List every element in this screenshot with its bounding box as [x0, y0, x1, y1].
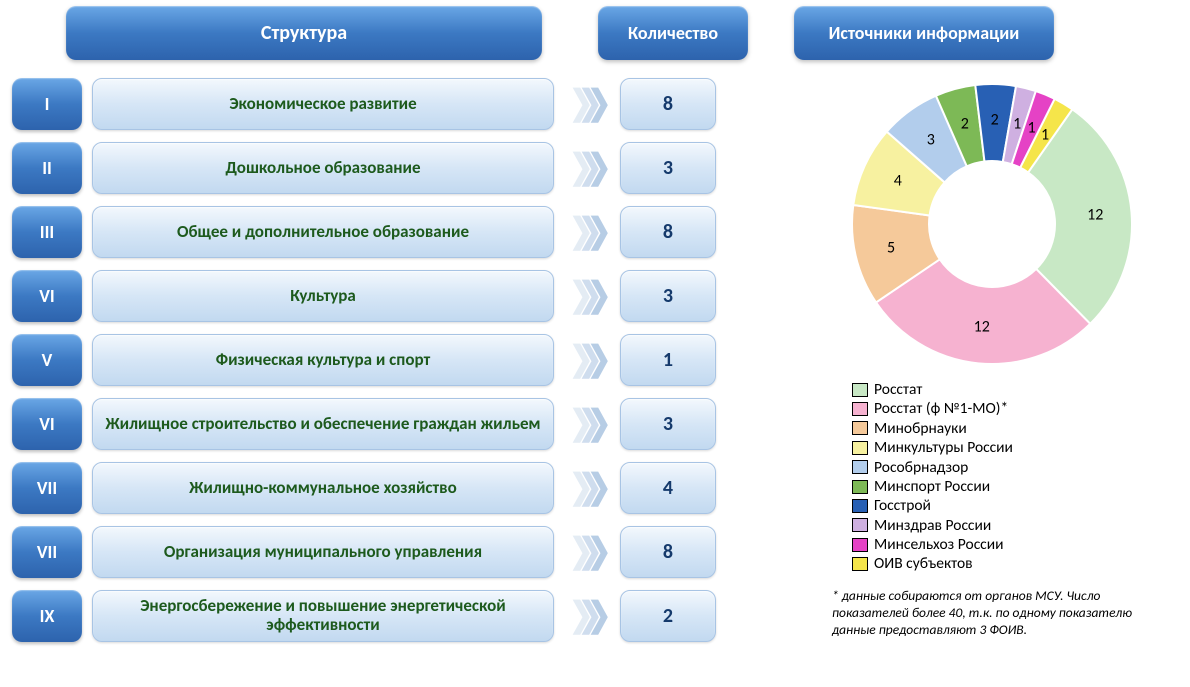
- legend-item: Минсельхоз России: [852, 535, 1013, 554]
- legend-swatch: [852, 402, 868, 416]
- structure-label: Экономическое развитие: [92, 78, 554, 130]
- header-structure: Структура: [66, 6, 542, 60]
- roman-numeral: IX: [12, 590, 82, 642]
- count-value: 3: [620, 270, 716, 322]
- legend-item: Минздрав России: [852, 516, 1013, 535]
- structure-rows: IЭкономическое развитие❯❯❯8IIДошкольное …: [12, 78, 782, 642]
- count-value: 2: [620, 590, 716, 642]
- structure-row: VФизическая культура и спорт❯❯❯1: [12, 334, 782, 386]
- roman-numeral: VI: [12, 270, 82, 322]
- roman-numeral: III: [12, 206, 82, 258]
- header-count: Количество: [598, 6, 748, 60]
- legend-item: Минспорт России: [852, 477, 1013, 496]
- legend-item: Рособрнадзор: [852, 458, 1013, 477]
- count-value: 8: [620, 526, 716, 578]
- structure-row: VIКультура❯❯❯3: [12, 270, 782, 322]
- count-value: 8: [620, 78, 716, 130]
- chevron-arrow-icon: ❯❯❯: [564, 142, 610, 194]
- structure-row: VIIОрганизация муниципального управления…: [12, 526, 782, 578]
- count-value: 3: [620, 398, 716, 450]
- structure-label: Культура: [92, 270, 554, 322]
- donut-slice-label: 1: [1027, 119, 1035, 138]
- header-sources: Источники информации: [794, 6, 1054, 60]
- structure-label: Жилищно-коммунальное хозяйство: [92, 462, 554, 514]
- legend-label: Минсельхоз России: [874, 535, 1003, 554]
- count-value: 4: [620, 462, 716, 514]
- footnote: * данные собираются от органов МСУ. Числ…: [832, 588, 1152, 639]
- legend-swatch: [852, 538, 868, 552]
- structure-row: IXЭнергосбережение и повышение энергетич…: [12, 590, 782, 642]
- count-value: 8: [620, 206, 716, 258]
- legend-swatch: [852, 480, 868, 494]
- legend-label: Рособрнадзор: [874, 458, 968, 477]
- chevron-arrow-icon: ❯❯❯: [564, 334, 610, 386]
- legend-item: Росстат: [852, 380, 1013, 399]
- legend-swatch: [852, 557, 868, 571]
- sources-donut-chart: 121254322111: [852, 84, 1132, 364]
- roman-numeral: VI: [12, 398, 82, 450]
- structure-label: Жилищное строительство и обеспечение гра…: [92, 398, 554, 450]
- legend-label: ОИВ субъектов: [874, 554, 973, 573]
- count-value: 1: [620, 334, 716, 386]
- donut-slice-label: 1: [1041, 126, 1049, 145]
- legend-label: Минобрнауки: [874, 419, 967, 438]
- legend-item: Минкультуры России: [852, 438, 1013, 457]
- legend-swatch: [852, 383, 868, 397]
- legend-swatch: [852, 499, 868, 513]
- count-value: 3: [620, 142, 716, 194]
- donut-slice-label: 1: [1013, 114, 1021, 133]
- legend-label: Росстат (ф №1-МО)*: [874, 399, 1008, 418]
- chevron-arrow-icon: ❯❯❯: [564, 270, 610, 322]
- structure-label: Физическая культура и спорт: [92, 334, 554, 386]
- sources-legend: РосстатРосстат (ф №1-МО)*МинобрнаукиМинк…: [852, 380, 1013, 574]
- roman-numeral: II: [12, 142, 82, 194]
- legend-item: Госстрой: [852, 496, 1013, 515]
- roman-numeral: VII: [12, 526, 82, 578]
- chevron-arrow-icon: ❯❯❯: [564, 78, 610, 130]
- legend-label: Росстат: [874, 380, 922, 399]
- legend-label: Госстрой: [874, 496, 931, 515]
- structure-row: IIДошкольное образование❯❯❯3: [12, 142, 782, 194]
- roman-numeral: I: [12, 78, 82, 130]
- donut-slice-label: 3: [927, 131, 935, 150]
- legend-label: Минспорт России: [874, 477, 990, 496]
- legend-label: Минздрав России: [874, 516, 991, 535]
- structure-label: Энергосбережение и повышение энергетичес…: [92, 590, 554, 642]
- legend-swatch: [852, 441, 868, 455]
- donut-slice-label: 2: [991, 111, 999, 130]
- structure-label: Общее и дополнительное образование: [92, 206, 554, 258]
- roman-numeral: VII: [12, 462, 82, 514]
- chevron-arrow-icon: ❯❯❯: [564, 462, 610, 514]
- roman-numeral: V: [12, 334, 82, 386]
- donut-slice-label: 5: [887, 238, 895, 257]
- chevron-arrow-icon: ❯❯❯: [564, 398, 610, 450]
- structure-row: IIIОбщее и дополнительное образование❯❯❯…: [12, 206, 782, 258]
- legend-swatch: [852, 460, 868, 474]
- structure-row: VIIЖилищно-коммунальное хозяйство❯❯❯4: [12, 462, 782, 514]
- legend-item: Минобрнауки: [852, 419, 1013, 438]
- legend-item: Росстат (ф №1-МО)*: [852, 399, 1013, 418]
- structure-row: VIЖилищное строительство и обеспечение г…: [12, 398, 782, 450]
- donut-slice-label: 12: [1087, 206, 1103, 225]
- donut-slice-label: 4: [894, 171, 902, 190]
- legend-item: ОИВ субъектов: [852, 554, 1013, 573]
- legend-swatch: [852, 421, 868, 435]
- header-row: Структура Количество Источники информаци…: [66, 6, 1178, 60]
- legend-label: Минкультуры России: [874, 438, 1013, 457]
- chevron-arrow-icon: ❯❯❯: [564, 526, 610, 578]
- donut-slice-label: 12: [974, 318, 990, 337]
- legend-swatch: [852, 518, 868, 532]
- structure-label: Организация муниципального управления: [92, 526, 554, 578]
- chevron-arrow-icon: ❯❯❯: [564, 206, 610, 258]
- structure-label: Дошкольное образование: [92, 142, 554, 194]
- donut-slice-label: 2: [961, 115, 969, 134]
- structure-row: IЭкономическое развитие❯❯❯8: [12, 78, 782, 130]
- chevron-arrow-icon: ❯❯❯: [564, 590, 610, 642]
